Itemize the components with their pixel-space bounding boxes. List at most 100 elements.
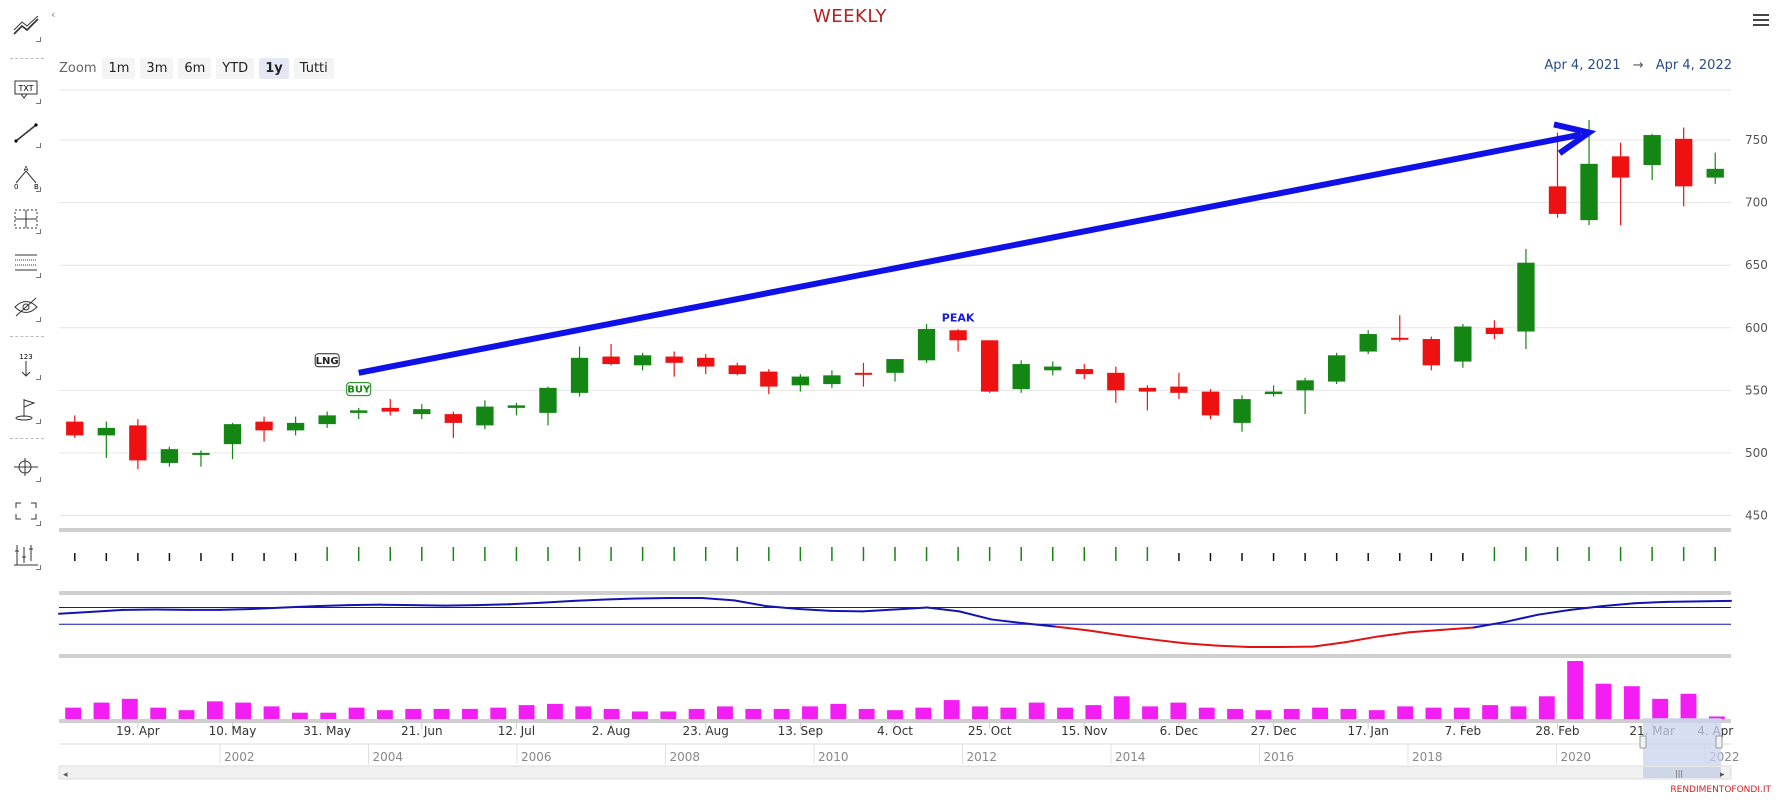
candle <box>1643 133 1661 181</box>
line-icon[interactable] <box>9 116 43 150</box>
navigator-year-label: 2014 <box>1115 750 1146 764</box>
candle-body <box>1012 364 1030 390</box>
annotation-lng: LNG <box>314 353 340 368</box>
volume-bar <box>1142 706 1158 719</box>
oscillator-segment <box>894 606 929 611</box>
candle <box>350 407 368 420</box>
candle-body <box>476 406 494 426</box>
zoom-button-ytd[interactable]: YTD <box>216 57 255 79</box>
oscillator-segment <box>1472 620 1507 629</box>
zoom-button-1m[interactable]: 1m <box>102 57 136 79</box>
candle <box>760 369 778 395</box>
volume-bar <box>1312 707 1329 719</box>
candle <box>1327 352 1346 385</box>
vertical-counter-icon[interactable]: 123 <box>9 348 43 382</box>
candle-body <box>1517 262 1535 332</box>
flag-icon[interactable] <box>9 392 43 426</box>
x-tick-label: 2. Aug <box>592 724 631 738</box>
y-tick-label: 450 <box>1745 508 1768 522</box>
trend-lines-icon[interactable] <box>9 10 43 44</box>
candle-body <box>1422 339 1440 366</box>
oscillator-segment <box>1086 629 1122 637</box>
x-tick-label: 15. Nov <box>1061 724 1107 738</box>
candle-body <box>223 424 242 445</box>
oscillator-segment <box>1119 634 1154 641</box>
candle-body <box>507 405 526 408</box>
hide-icon[interactable] <box>9 290 43 324</box>
hamburger-menu-icon[interactable] <box>1753 14 1769 27</box>
volume-bar <box>717 706 733 719</box>
text-label-icon[interactable]: TXT <box>9 72 43 106</box>
oscillator-segment <box>926 606 961 613</box>
abc-pattern-icon[interactable]: A 0 B <box>9 160 43 194</box>
volume-bar <box>150 707 167 719</box>
y-tick-label: 700 <box>1745 196 1768 210</box>
candle <box>949 329 967 352</box>
candle-body <box>286 422 305 431</box>
candle-body <box>1075 369 1093 375</box>
volume-bar <box>1652 698 1669 719</box>
candle <box>255 416 273 442</box>
candle <box>444 411 463 438</box>
candle-body <box>1706 168 1724 178</box>
candle <box>539 386 557 426</box>
oscillator-segment <box>90 608 125 613</box>
volume-bar <box>490 707 507 719</box>
x-tick-label: 7. Feb <box>1445 724 1482 738</box>
fibonacci-icon[interactable] <box>9 246 43 280</box>
candle-body <box>886 359 904 373</box>
oscillator-segment <box>733 599 768 608</box>
volume-bar <box>1340 708 1357 719</box>
candle-body <box>1107 372 1125 391</box>
volume-bar <box>1680 693 1697 719</box>
oscillator-segment <box>1215 644 1250 649</box>
candle-body <box>570 357 589 393</box>
oscillator-segment <box>765 605 800 610</box>
svg-text:B: B <box>34 183 39 189</box>
volume-bar <box>1057 707 1073 719</box>
volume-bar <box>320 712 337 719</box>
zoom-pan-icon[interactable] <box>9 450 43 484</box>
oscillator-segment <box>797 607 832 612</box>
candle-body <box>539 387 557 413</box>
oscillator-segment <box>990 618 1025 625</box>
zoom-button-1y[interactable]: 1y <box>259 57 289 79</box>
oscillator-segment <box>1633 600 1668 605</box>
candle-body <box>1391 337 1409 340</box>
range-from[interactable]: Apr 4, 2021 <box>1544 58 1621 73</box>
x-tick-label: 13. Sep <box>778 724 824 738</box>
collapse-toolbar-icon[interactable]: ‹ <box>51 8 56 21</box>
zoom-button-3m[interactable]: 3m <box>140 57 174 79</box>
range-to[interactable]: Apr 4, 2022 <box>1655 58 1732 73</box>
pane-separator <box>59 591 1731 595</box>
zoom-button-6m[interactable]: 6m <box>178 57 212 79</box>
candle <box>697 354 715 375</box>
crosshair-icon[interactable] <box>9 202 43 236</box>
date-range: Apr 4, 2021 → Apr 4, 2022 <box>1544 58 1732 73</box>
volume-bar <box>348 707 365 719</box>
oscillator-segment <box>1183 642 1218 647</box>
candle <box>1138 385 1157 411</box>
candle <box>1580 120 1598 226</box>
candle <box>602 344 620 366</box>
oscillator-segment <box>1151 638 1186 645</box>
indicators-icon[interactable] <box>9 538 43 572</box>
volume-bar <box>178 710 195 719</box>
candle-body <box>160 449 179 463</box>
volume-bar <box>603 708 620 719</box>
drawing-toolbar: TXT A 0 B 123 <box>0 0 48 600</box>
candle <box>1233 395 1251 432</box>
zoom-button-all[interactable]: Tutti <box>293 57 334 79</box>
volume-bar <box>263 706 280 719</box>
candle-body <box>97 427 115 436</box>
annotation-label: BUY <box>347 385 371 396</box>
volume-bar <box>235 702 252 719</box>
pane-separator <box>59 654 1731 658</box>
fullscreen-icon[interactable] <box>9 494 43 528</box>
oscillator-segment <box>1376 631 1411 638</box>
candle <box>97 421 115 458</box>
zoom-label: Zoom <box>59 60 97 76</box>
volume-bar <box>1113 696 1130 719</box>
volume-bar <box>1028 702 1045 719</box>
